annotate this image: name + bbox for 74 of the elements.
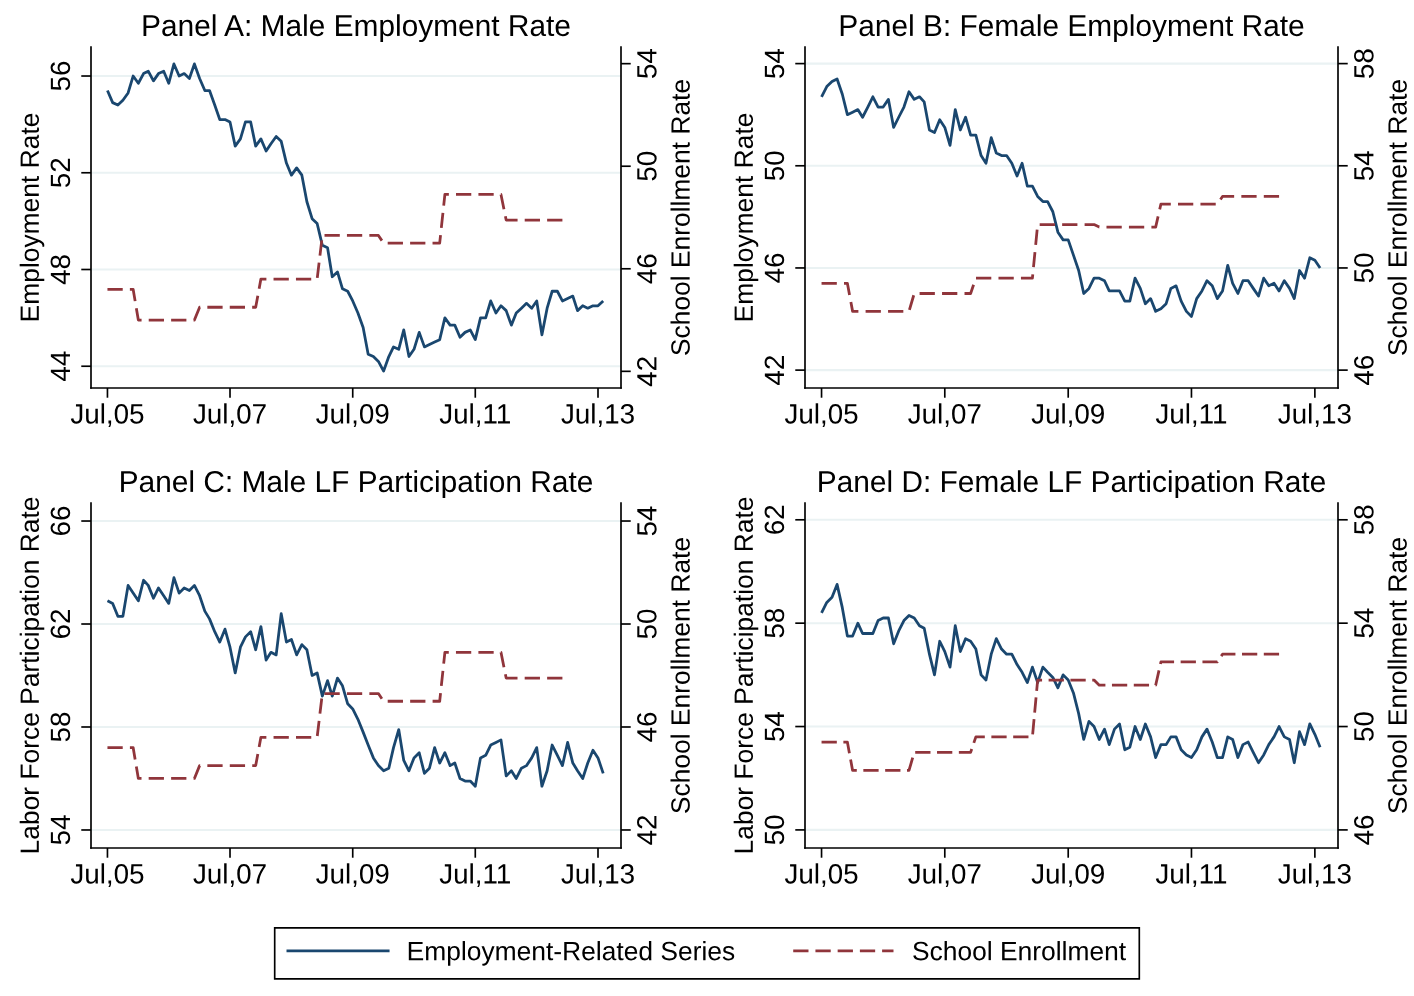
y2-tick-label: 50	[637, 609, 657, 639]
y-tick-label: 54	[50, 815, 71, 845]
y2-tick-label: 54	[637, 49, 657, 78]
x-tick-label: Jul,13	[1278, 403, 1351, 427]
x-tick-label: Jul,13	[1278, 863, 1351, 887]
x-tick-label: Jul,11	[1155, 863, 1227, 887]
x-tick-label: Jul,05	[784, 403, 858, 427]
y-axis-title: Employment Rate	[19, 113, 45, 321]
x-tick-label: Jul,09	[316, 403, 389, 427]
x-tick-label: Jul,09	[316, 863, 389, 887]
y2-tick-label: 54	[637, 506, 657, 536]
chart-title: Panel B: Female Employment Rate	[840, 14, 1304, 43]
x-tick-label: Jul,07	[908, 403, 981, 427]
y2-tick-label: 58	[1354, 505, 1374, 535]
x-tick-label: Jul,13	[561, 403, 634, 427]
line-series	[106, 193, 564, 322]
line-series	[106, 650, 564, 780]
x-tick-label: Jul,11	[439, 863, 510, 887]
y2-axis-title: School Enrollment Rate	[670, 80, 690, 355]
y2-tick-label: 54	[1354, 608, 1374, 638]
y-tick-label: 52	[50, 158, 71, 188]
x-tick-label: Jul,11	[1155, 403, 1227, 427]
y2-axis-title: School Enrollment Rate	[1387, 80, 1407, 355]
x-tick-label: Jul,05	[784, 863, 858, 887]
y-tick-label: 42	[764, 356, 784, 385]
y2-tick-label: 54	[1354, 151, 1374, 181]
y2-tick-label: 50	[637, 151, 657, 181]
chart-title: Panel C: Male LF Participation Rate	[121, 470, 593, 499]
x-tick-label: Jul,05	[70, 403, 144, 427]
y-axis-title: Labor Force Participation Rate	[19, 497, 45, 853]
y-tick-label: 56	[50, 61, 71, 91]
x-tick-label: Jul,11	[439, 403, 510, 427]
line-series	[820, 195, 1281, 313]
y-tick-label: 46	[764, 253, 785, 283]
y-tick-label: 62	[50, 609, 71, 639]
y2-tick-label: 50	[1354, 253, 1374, 283]
x-tick-label: Jul,05	[70, 863, 144, 887]
legend-label: Employment-Related Series	[408, 941, 735, 966]
y2-tick-label: 46	[637, 712, 657, 742]
y2-tick-label: 42	[637, 357, 657, 387]
y-axis-title: Labor Force Participation Rate	[733, 497, 759, 853]
y-tick-label: 58	[50, 712, 71, 742]
y-tick-label: 54	[764, 711, 785, 741]
y-tick-label: 48	[50, 255, 71, 285]
x-tick-label: Jul,07	[193, 403, 266, 427]
y2-tick-label: 42	[637, 815, 657, 845]
y-axis-title: Employment Rate	[733, 113, 759, 321]
legend-label: School Enrollment	[913, 941, 1126, 961]
y2-tick-label: 58	[1354, 49, 1374, 78]
y2-tick-label: 46	[637, 254, 657, 284]
x-tick-label: Jul,07	[193, 863, 266, 887]
y-tick-label: 62	[764, 505, 785, 534]
line-series	[106, 62, 605, 373]
line-series	[820, 77, 1322, 318]
y-tick-label: 54	[764, 48, 785, 78]
x-tick-label: Jul,09	[1031, 403, 1104, 427]
y-tick-label: 66	[50, 506, 71, 536]
y2-tick-label: 50	[1354, 712, 1374, 741]
chart-title: Panel D: Female LF Participation Rate	[819, 470, 1325, 499]
x-tick-label: Jul,13	[561, 863, 634, 887]
y-tick-label: 44	[50, 351, 70, 382]
y-tick-label: 50	[764, 815, 785, 845]
line-series	[106, 576, 605, 788]
line-series	[820, 583, 1322, 765]
chart-title: Panel A: Male Employment Rate	[143, 14, 570, 43]
y2-axis-title: School Enrollment Rate	[670, 538, 690, 813]
y2-tick-label: 46	[1354, 355, 1374, 385]
x-tick-label: Jul,07	[908, 863, 981, 887]
y2-tick-label: 46	[1354, 815, 1374, 845]
y2-axis-title: School Enrollment Rate	[1387, 538, 1407, 813]
line-series	[820, 652, 1281, 772]
x-tick-label: Jul,09	[1031, 863, 1104, 887]
y-tick-label: 58	[764, 608, 785, 638]
y-tick-label: 50	[764, 151, 785, 181]
